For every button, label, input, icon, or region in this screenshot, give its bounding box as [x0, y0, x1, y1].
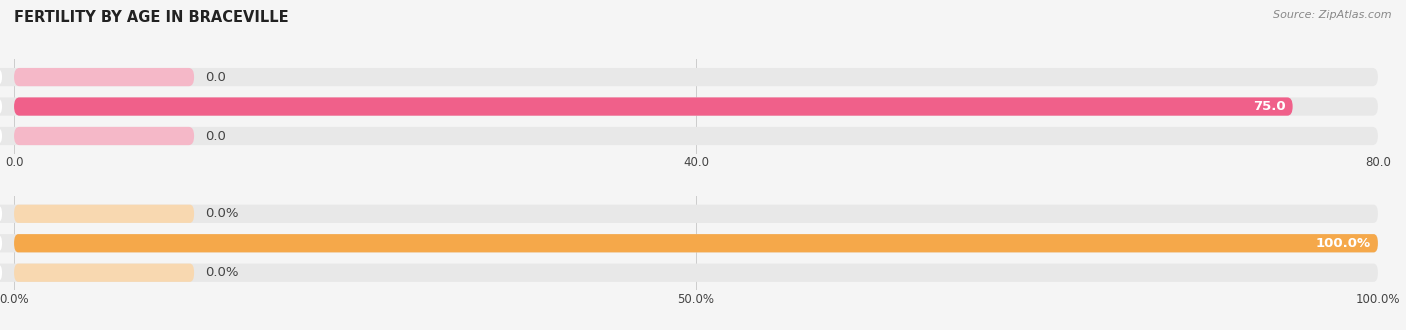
FancyBboxPatch shape: [0, 264, 1378, 282]
Text: 0.0%: 0.0%: [205, 266, 239, 279]
FancyBboxPatch shape: [14, 127, 194, 145]
FancyBboxPatch shape: [0, 99, 1, 115]
FancyBboxPatch shape: [0, 97, 1378, 116]
FancyBboxPatch shape: [0, 69, 1, 85]
Text: Source: ZipAtlas.com: Source: ZipAtlas.com: [1274, 10, 1392, 20]
FancyBboxPatch shape: [14, 234, 1378, 252]
Text: 0.0: 0.0: [205, 71, 226, 83]
Text: 75.0: 75.0: [1253, 100, 1286, 113]
FancyBboxPatch shape: [0, 265, 1, 281]
FancyBboxPatch shape: [14, 97, 1292, 116]
FancyBboxPatch shape: [14, 205, 194, 223]
FancyBboxPatch shape: [14, 264, 194, 282]
Text: 0.0: 0.0: [205, 129, 226, 143]
FancyBboxPatch shape: [0, 128, 1, 144]
Text: FERTILITY BY AGE IN BRACEVILLE: FERTILITY BY AGE IN BRACEVILLE: [14, 10, 288, 25]
FancyBboxPatch shape: [0, 68, 1378, 86]
FancyBboxPatch shape: [0, 234, 1378, 252]
Text: 0.0%: 0.0%: [205, 207, 239, 220]
FancyBboxPatch shape: [0, 127, 1378, 145]
FancyBboxPatch shape: [0, 235, 1, 251]
FancyBboxPatch shape: [14, 68, 194, 86]
FancyBboxPatch shape: [0, 205, 1378, 223]
Text: 100.0%: 100.0%: [1316, 237, 1371, 250]
FancyBboxPatch shape: [0, 206, 1, 222]
